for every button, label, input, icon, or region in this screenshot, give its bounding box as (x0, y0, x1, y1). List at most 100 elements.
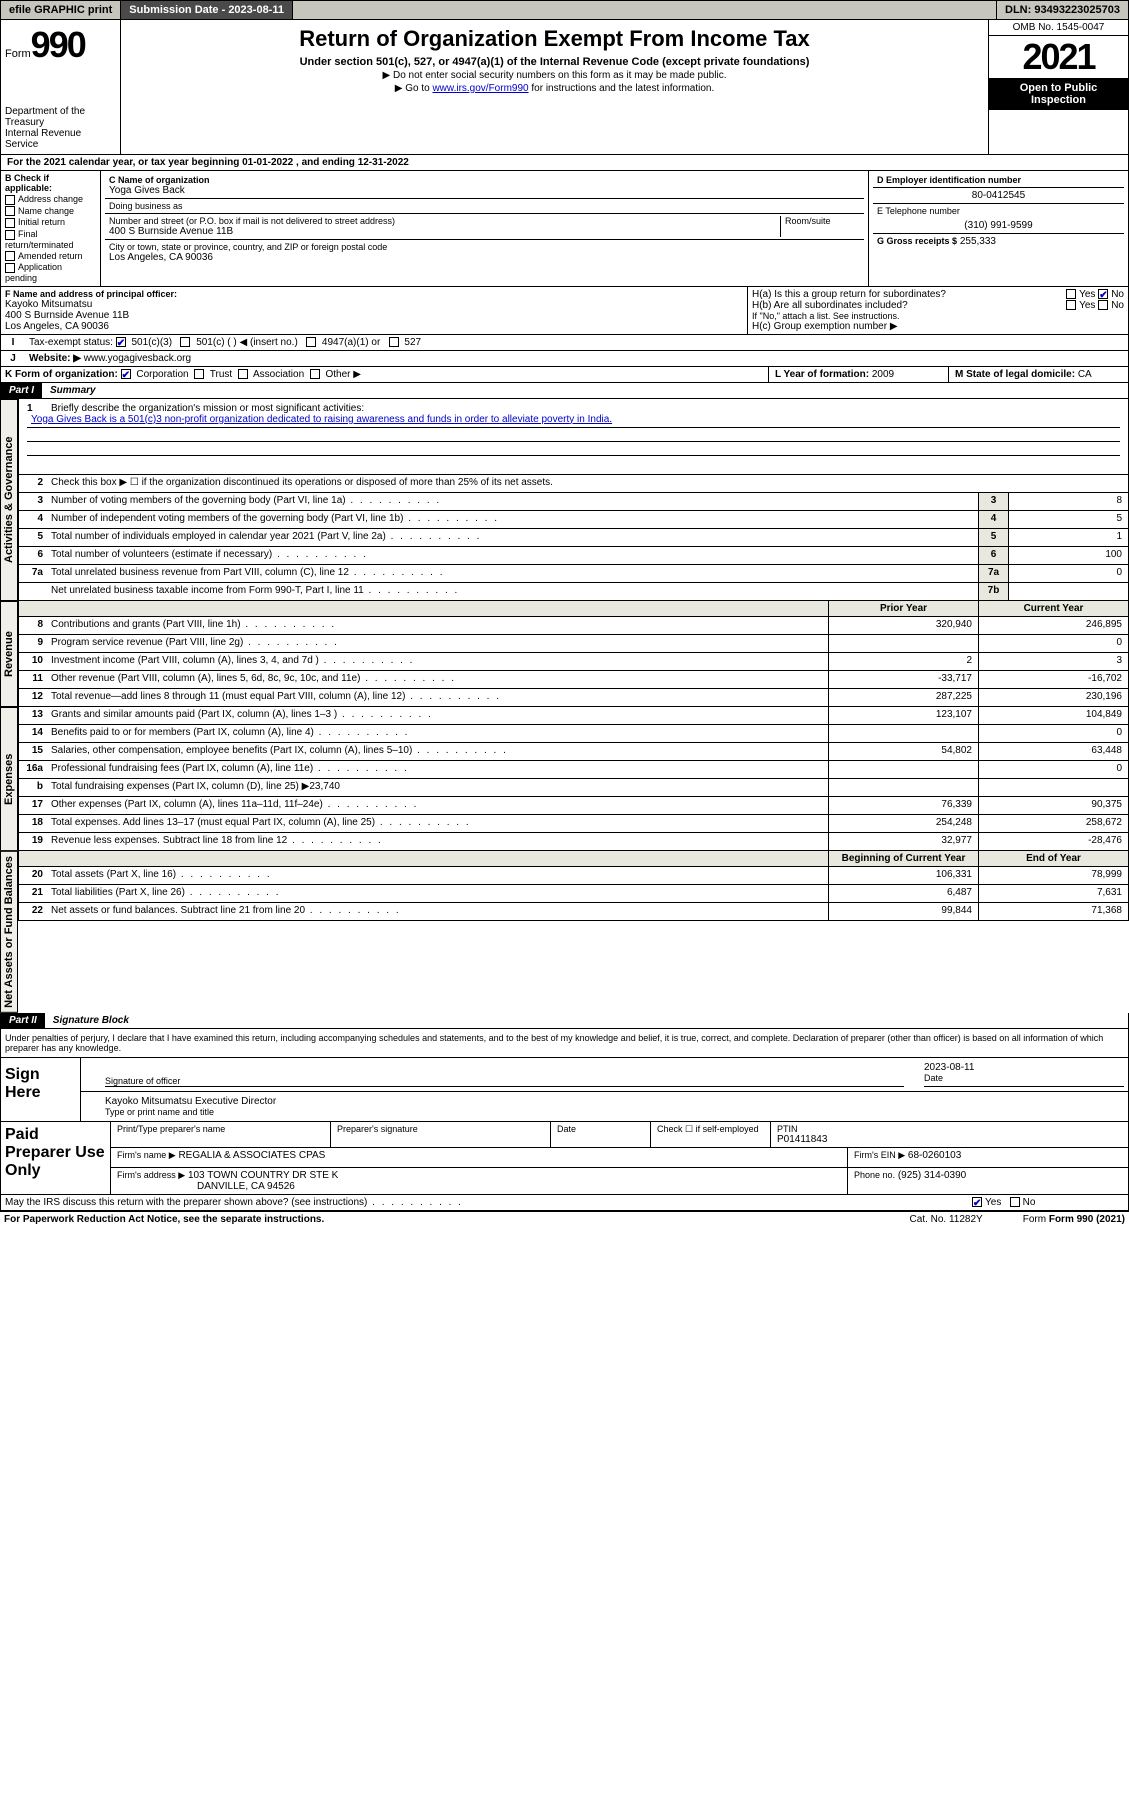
sig-date: 2023-08-11 (924, 1062, 1124, 1073)
g-label: G Gross receipts $ (877, 236, 957, 246)
line-klm: K Form of organization: Corporation Trus… (0, 367, 1129, 383)
hb-no[interactable] (1098, 300, 1108, 310)
sign-here-block: Sign Here Signature of officer 2023-08-1… (0, 1058, 1129, 1122)
line-10: 10Investment income (Part VIII, column (… (18, 653, 1129, 671)
line-15: 15Salaries, other compensation, employee… (18, 743, 1129, 761)
ha-label: H(a) Is this a group return for subordin… (752, 289, 946, 300)
k-corp[interactable] (121, 369, 131, 379)
part2-title: Signature Block (45, 1013, 137, 1028)
line-11: 11Other revenue (Part VIII, column (A), … (18, 671, 1129, 689)
gross-receipts: 255,333 (960, 236, 996, 247)
mission-text[interactable]: Yoga Gives Back is a 501(c)3 non-profit … (31, 414, 612, 425)
hc-label: H(c) Group exemption number ▶ (752, 321, 1124, 332)
sig-officer-label: Signature of officer (105, 1076, 904, 1086)
discuss-yes[interactable] (972, 1197, 982, 1207)
firm-ein-label: Firm's EIN ▶ (854, 1150, 905, 1160)
k-other[interactable] (310, 369, 320, 379)
i-label: Tax-exempt status: (29, 337, 113, 348)
firm-ein: 68-0260103 (908, 1150, 961, 1161)
hb-yes[interactable] (1066, 300, 1076, 310)
line-20: 20Total assets (Part X, line 16)106,3317… (18, 867, 1129, 885)
part1-label: Part I (1, 383, 42, 398)
box-b: B Check if applicable: Address change Na… (1, 171, 101, 286)
prep-h2: Preparer's signature (337, 1124, 544, 1134)
line-12: 12Total revenue—add lines 8 through 11 (… (18, 689, 1129, 707)
part1-title: Summary (42, 383, 104, 398)
header-left: Form990 Department of the Treasury Inter… (1, 20, 121, 154)
efile-print[interactable]: efile GRAPHIC print (1, 1, 121, 19)
officer-city: Los Angeles, CA 90036 (5, 321, 743, 332)
paid-preparer-label: Paid Preparer Use Only (1, 1122, 111, 1194)
net-col-header: Beginning of Current Year End of Year (18, 851, 1129, 867)
line-8: 8Contributions and grants (Part VIII, li… (18, 617, 1129, 635)
line-22: 22Net assets or fund balances. Subtract … (18, 903, 1129, 921)
part2-header: Part II Signature Block (0, 1013, 1129, 1029)
footer-cat: Cat. No. 11282Y (910, 1214, 983, 1225)
col-begin: Beginning of Current Year (828, 851, 978, 866)
i-501c[interactable] (180, 337, 190, 347)
line-j: J Website: ▶ www.yogagivesback.org (0, 351, 1129, 367)
form-header: Form990 Department of the Treasury Inter… (0, 20, 1129, 155)
line-21: 21Total liabilities (Part X, line 26)6,4… (18, 885, 1129, 903)
line-9: 9Program service revenue (Part VIII, lin… (18, 635, 1129, 653)
opt-name-change[interactable]: Name change (5, 206, 96, 217)
box-f: F Name and address of principal officer:… (1, 287, 748, 334)
discuss-no[interactable] (1010, 1197, 1020, 1207)
opt-app-pending[interactable]: Application pending (5, 262, 96, 283)
form-word: Form (5, 48, 31, 60)
irs: Internal Revenue Service (5, 128, 116, 150)
opt-address-change[interactable]: Address change (5, 194, 96, 205)
opt-amended[interactable]: Amended return (5, 251, 96, 262)
discuss-row: May the IRS discuss this return with the… (0, 1195, 1129, 1211)
part2-label: Part II (1, 1013, 45, 1028)
form-title: Return of Organization Exempt From Incom… (129, 26, 980, 52)
box-c: C Name of organization Yoga Gives Back D… (101, 171, 868, 286)
irs-link[interactable]: www.irs.gov/Form990 (432, 83, 528, 94)
k-assoc[interactable] (238, 369, 248, 379)
line-a: For the 2021 calendar year, or tax year … (0, 155, 1129, 171)
entity-block: B Check if applicable: Address change Na… (0, 171, 1129, 287)
hb-label: H(b) Are all subordinates included? (752, 300, 908, 311)
opt-final-return[interactable]: Final return/terminated (5, 229, 96, 250)
box-b-label: B Check if applicable: (5, 173, 96, 193)
discuss-q: May the IRS discuss this return with the… (1, 1195, 968, 1210)
vtab-expenses: Expenses (0, 707, 18, 851)
k-label: K Form of organization: (5, 369, 118, 380)
ha-yes[interactable] (1066, 289, 1076, 299)
section-revenue: Revenue Prior Year Current Year 8Contrib… (0, 601, 1129, 707)
name-title-label: Type or print name and title (105, 1107, 1104, 1117)
k-trust[interactable] (194, 369, 204, 379)
i-527[interactable] (389, 337, 399, 347)
line-19: 19Revenue less expenses. Subtract line 1… (18, 833, 1129, 851)
phone-value: (310) 991-9599 (877, 220, 1120, 231)
i-4947[interactable] (306, 337, 316, 347)
line-13: 13Grants and similar amounts paid (Part … (18, 707, 1129, 725)
note-ssn: ▶ Do not enter social security numbers o… (129, 70, 980, 81)
note-goto: ▶ Go to www.irs.gov/Form990 for instruct… (129, 83, 980, 94)
website-value: www.yogagivesback.org (84, 353, 191, 364)
header-right: OMB No. 1545-0047 2021 Open to Public In… (988, 20, 1128, 154)
fh-block: F Name and address of principal officer:… (0, 287, 1129, 335)
line-16a: 16aProfessional fundraising fees (Part I… (18, 761, 1129, 779)
prep-h3: Date (557, 1124, 644, 1134)
footer: For Paperwork Reduction Act Notice, see … (0, 1211, 1129, 1227)
ha-no[interactable] (1098, 289, 1108, 299)
l1-label: Briefly describe the organization's miss… (51, 403, 364, 414)
sign-here-label: Sign Here (1, 1058, 81, 1121)
line-14: 14Benefits paid to or for members (Part … (18, 725, 1129, 743)
i-501c3[interactable] (116, 337, 126, 347)
firm-name-label: Firm's name ▶ (117, 1150, 176, 1160)
box-deg: D Employer identification number 80-0412… (868, 171, 1128, 286)
dba-label: Doing business as (109, 201, 860, 211)
prep-phone-label: Phone no. (854, 1170, 895, 1180)
firm-addr2: DANVILLE, CA 94526 (117, 1181, 841, 1192)
footer-left: For Paperwork Reduction Act Notice, see … (4, 1214, 324, 1225)
opt-initial-return[interactable]: Initial return (5, 217, 96, 228)
ein-value: 80-0412545 (877, 190, 1120, 201)
room-label: Room/suite (785, 216, 860, 226)
form-number: 990 (31, 24, 85, 65)
prep-h4: Check ☐ if self-employed (657, 1124, 764, 1135)
firm-name: REGALIA & ASSOCIATES CPAS (178, 1150, 325, 1161)
summary-line-7b: Net unrelated business taxable income fr… (18, 583, 1129, 601)
l-label: L Year of formation: (775, 369, 869, 380)
